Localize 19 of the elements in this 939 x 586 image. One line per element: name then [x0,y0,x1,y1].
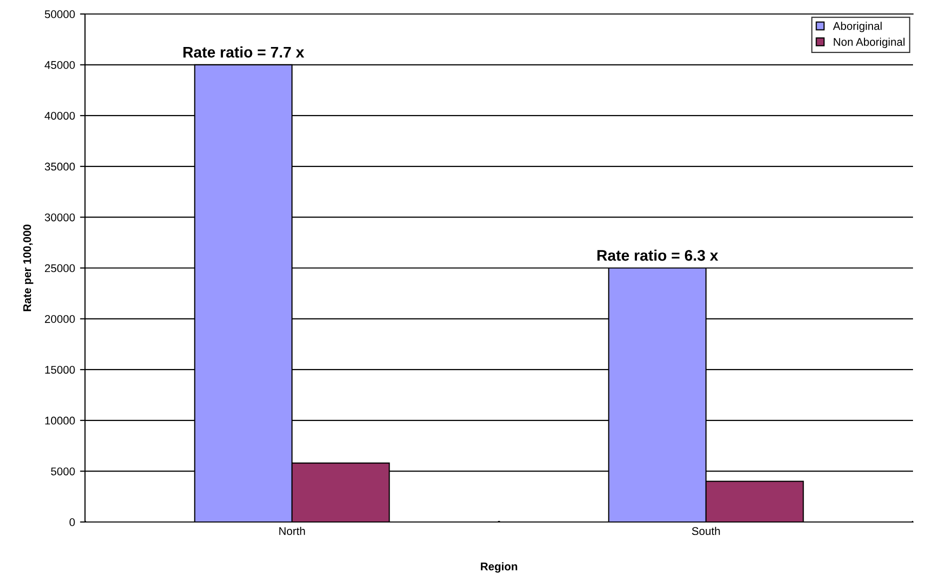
x-tick-label: North [279,526,305,536]
y-tick-label: 20000 [44,315,75,323]
y-tick-label: 35000 [44,162,75,171]
y-tick-label: 10000 [45,416,75,425]
y-tick-label: 30000 [44,213,75,222]
x-tick-label: South [692,526,720,536]
y-axis-title: Rate per 100,000 [23,224,34,312]
y-tick-label: 45000 [44,61,75,69]
x-axis-title: Region [480,562,518,573]
legend-label: Non Aboriginal [834,38,904,48]
annotation: Rate ratio = 7.7 x [183,46,304,58]
y-tick-label: 15000 [45,366,75,374]
y-tick-label: 50000 [44,10,75,18]
y-tick-label: 25000 [44,264,75,272]
legend-label: Aboriginal [832,22,882,32]
annotation: Rate ratio = 6.3 x [597,250,718,261]
y-tick-label: 40000 [44,112,75,120]
y-tick-label: 5000 [51,467,75,476]
y-tick-label: 0 [70,518,75,526]
